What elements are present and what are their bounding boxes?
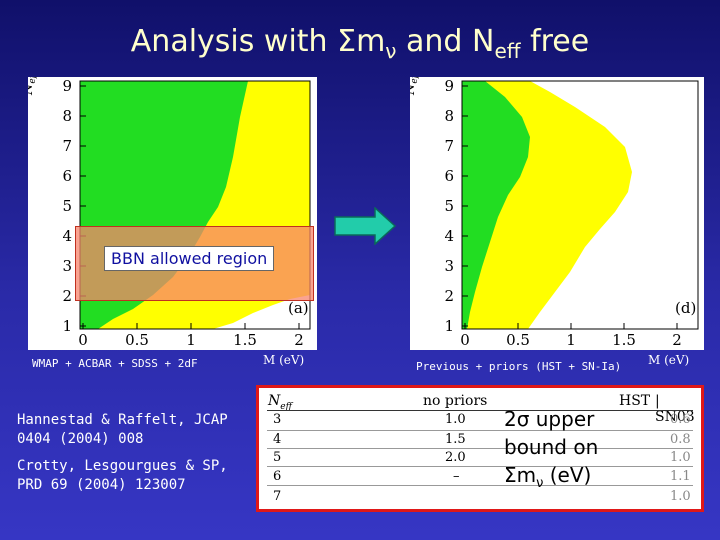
bbn-label: BBN allowed region <box>104 246 275 271</box>
left-ytick: 3 <box>62 257 72 275</box>
left-plot-panel: 1 2 3 4 5 6 7 8 9 0 0.5 1 1.5 2 Neff (a) <box>28 77 317 350</box>
left-ytick: 4 <box>62 227 72 245</box>
bound-line3: Σmν (eV) <box>504 463 592 491</box>
col-header-sn: | SN03 <box>655 393 695 425</box>
right-ytick: 4 <box>444 227 454 245</box>
left-plot-svg: 1 2 3 4 5 6 7 8 9 0 0.5 1 1.5 2 Neff (a) <box>28 77 311 349</box>
left-xtick: 2 <box>294 331 304 349</box>
reference-1-line1: Hannestad & Raffelt, JCAP <box>17 412 228 428</box>
bound-line1: 2σ upper <box>504 407 595 431</box>
right-green-region <box>462 81 530 329</box>
title-nu: ν <box>385 39 397 63</box>
left-ytick: 7 <box>62 137 72 155</box>
right-ylabel: Neff <box>410 77 420 96</box>
bound-line2: bound on <box>504 435 599 459</box>
right-ytick: 5 <box>444 197 454 215</box>
table-cell-no-priors: 1.0 <box>445 412 466 427</box>
col-header-hst: HST <box>619 393 651 409</box>
right-plot-panel: 1 2 3 4 5 6 7 8 9 0 0.5 1 1.5 2 Neff (d) <box>410 77 704 350</box>
title-prefix: Analysis with <box>130 24 338 59</box>
left-ylabel: Neff <box>28 77 38 96</box>
right-xlabel: M (eV) <box>648 353 690 367</box>
right-ytick: 2 <box>444 287 454 305</box>
left-ytick: 1 <box>62 317 72 335</box>
right-xtick: 0 <box>460 331 470 349</box>
left-caption: WMAP + ACBAR + SDSS + 2dF <box>32 357 198 370</box>
table-rule <box>267 485 693 486</box>
reference-2: Crotty, Lesgourgues & SP, PRD 69 (2004) … <box>17 457 228 495</box>
right-ytick: 6 <box>444 167 454 185</box>
table-cell-neff: 3 <box>273 412 282 427</box>
table-cell-no-priors: – <box>453 469 460 484</box>
right-ytick: 3 <box>444 257 454 275</box>
table-rule <box>267 410 693 411</box>
left-xtick: 1.5 <box>233 331 257 349</box>
right-ytick: 1 <box>444 317 454 335</box>
left-ytick: 6 <box>62 167 72 185</box>
left-ytick: 5 <box>62 197 72 215</box>
reference-1: Hannestad & Raffelt, JCAP 0404 (2004) 00… <box>17 411 228 449</box>
table-cell-no-priors: 1.5 <box>445 432 466 447</box>
table-cell-sn: 1.0 <box>670 489 691 504</box>
reference-2-line1: Crotty, Lesgourgues & SP, <box>17 458 228 474</box>
right-ytick: 9 <box>444 77 454 95</box>
table-cell-no-priors: 2.0 <box>445 450 466 465</box>
table-cell-neff: 7 <box>273 489 282 504</box>
title-suffix: free <box>520 24 590 59</box>
table-cell-sn: 0.6 <box>670 412 691 427</box>
left-ytick: 8 <box>62 107 72 125</box>
right-xtick: 2 <box>672 331 682 349</box>
table-cell-sn: 1.0 <box>670 450 691 465</box>
reference-1-line2: 0404 (2004) 008 <box>17 431 144 447</box>
table-cell-sn: 1.1 <box>670 469 691 484</box>
right-caption: Previous + priors (HST + SN-Ia) <box>416 360 622 373</box>
table-rule <box>267 466 693 467</box>
right-plot-svg: 1 2 3 4 5 6 7 8 9 0 0.5 1 1.5 2 Neff (d) <box>410 77 699 349</box>
right-ytick: 8 <box>444 107 454 125</box>
left-ytick: 9 <box>62 77 72 95</box>
left-xlabel: M (eV) <box>263 353 305 367</box>
table-rule <box>267 448 693 449</box>
right-arrow-icon <box>333 206 397 249</box>
right-xtick: 0.5 <box>506 331 530 349</box>
table-cell-neff: 6 <box>273 469 282 484</box>
right-ytick: 7 <box>444 137 454 155</box>
reference-2-line2: PRD 69 (2004) 123007 <box>17 477 186 493</box>
title-eff: eff <box>494 39 521 63</box>
right-xtick: 1 <box>566 331 576 349</box>
right-xtick: 1.5 <box>612 331 636 349</box>
table-cell-sn: 0.8 <box>670 432 691 447</box>
left-xtick: 0 <box>78 331 88 349</box>
col-header-neff: Neff <box>268 393 292 412</box>
slide-title: Analysis with Σmν and Neff free <box>0 24 720 63</box>
title-middle: and N <box>396 24 495 59</box>
bound-label: 2σ upper bound on Σmν (eV) <box>504 405 598 498</box>
left-xtick: 0.5 <box>125 331 149 349</box>
table-rule <box>267 430 693 431</box>
left-panel-tag: (a) <box>288 299 309 317</box>
title-sigma-m: Σm <box>337 24 386 59</box>
table-cell-neff: 5 <box>273 450 282 465</box>
left-ytick: 2 <box>62 287 72 305</box>
table-cell-neff: 4 <box>273 432 282 447</box>
right-panel-tag: (d) <box>675 299 696 317</box>
bounds-table: Neff no priors HST | SN03 3 1.0 0.6 4 1.… <box>256 385 704 512</box>
col-header-no-priors: no priors <box>423 393 488 409</box>
left-xtick: 1 <box>186 331 196 349</box>
